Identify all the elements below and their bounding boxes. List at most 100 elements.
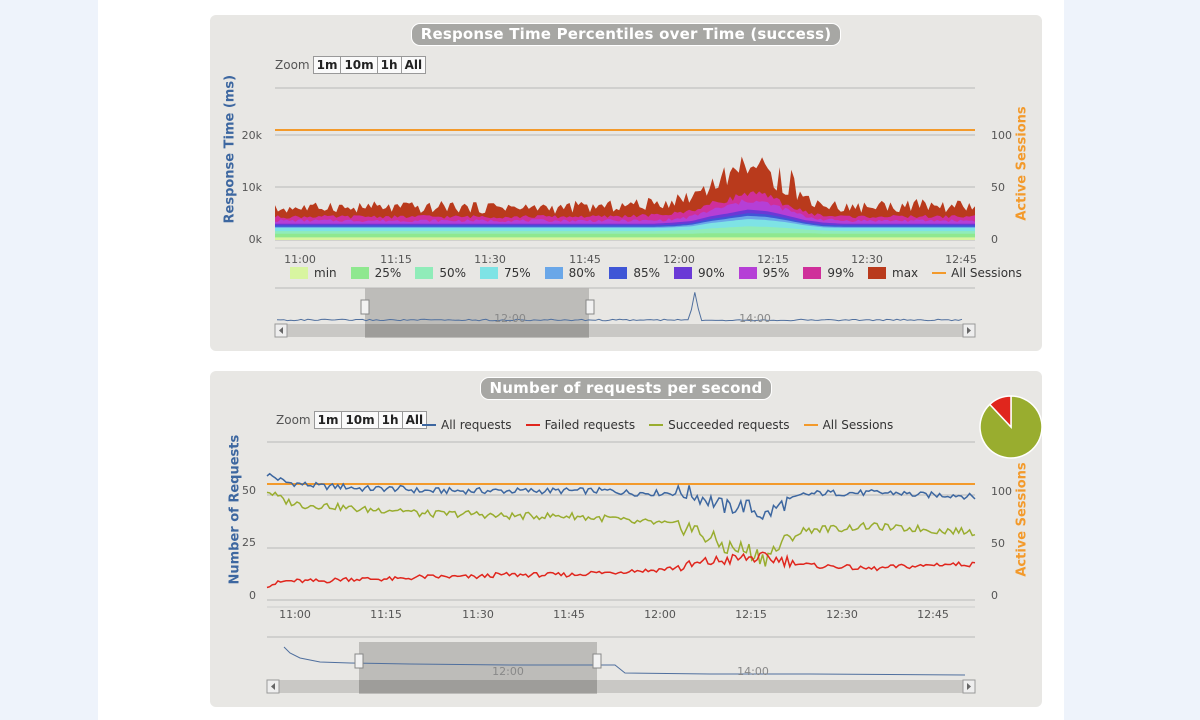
legend-swatch-p99 [803,267,822,279]
navigator-right-handle[interactable] [592,653,602,669]
legend-all-requests[interactable]: All requests [422,418,512,432]
legend-swatch-p95 [738,267,757,279]
zoom-label: Zoom [276,413,311,427]
sessions-y2-label-2: Active Sessions [1014,462,1030,577]
navigator-tick-1200: 12:00 [494,312,526,325]
zoom-10m-button[interactable]: 10m [340,56,378,74]
x-tick-1200: 12:00 [644,608,676,621]
legend-label: max [892,266,919,280]
legend-swatch-p25 [350,267,369,279]
legend-swatch-min [290,267,308,279]
requests-title: Number of requests per second [479,377,773,400]
failed-requests-line [266,551,976,589]
arrow-left-icon [271,683,275,690]
legend-p90[interactable]: 90% [674,266,725,280]
zoom-1h-button[interactable]: 1h [377,411,403,429]
x-tick-1100: 11:00 [284,253,316,266]
x-axis: 11:00 11:15 11:30 11:45 12:00 12:15 12:3… [275,247,977,266]
navigator-left-handle[interactable] [360,299,370,315]
sessions-y2-label-1: Active Sessions [1014,106,1030,221]
legend-p85[interactable]: 85% [609,266,660,280]
pie-slice-failed [988,395,1012,429]
legend-swatch-p75 [479,267,498,279]
zoom-controls: Zoom 1m 10m 1h All [276,411,428,429]
legend-line-all [422,424,436,426]
x-tick-1145: 11:45 [553,608,585,621]
y2-tick-0: 0 [991,589,998,602]
arrow-right-icon [967,327,971,334]
zoom-1h-button[interactable]: 1h [376,56,402,74]
legend-label: min [314,266,337,280]
navigator-tick-1400: 14:00 [739,312,771,325]
y2-tick-0: 0 [991,233,998,246]
legend-swatch-p85 [609,267,628,279]
zoom-all-button[interactable]: All [401,411,428,429]
y-tick-25: 25 [242,536,256,549]
legend-label: 25% [374,266,402,280]
x-tick-1245: 12:45 [945,253,977,266]
legend-p95[interactable]: 95% [738,266,790,280]
legend-line-sessions [803,424,818,426]
response-time-y-label: Response Time (ms) [222,74,238,224]
legend-label: 99% [827,266,855,280]
legend-line-failed [525,424,540,426]
x-tick-1130: 11:30 [462,608,494,621]
success-failure-pie [979,395,1042,459]
legend-all-sessions[interactable]: All Sessions [932,266,1022,280]
legend-swatch-p80 [544,267,563,279]
x-tick-1145: 11:45 [569,253,601,266]
legend-failed[interactable]: Failed requests [525,418,636,432]
y2-tick-50: 50 [991,181,1005,194]
x-tick-1200: 12:00 [663,253,695,266]
legend-label: 75% [503,266,531,280]
legend-p25[interactable]: 25% [350,266,402,280]
y-tick-50: 50 [242,484,256,497]
legend-p50[interactable]: 50% [415,266,466,280]
legend-all-sessions[interactable]: All Sessions [803,418,893,432]
legend-label: All requests [441,418,512,432]
legend-p80[interactable]: 80% [544,266,596,280]
navigator-right-handle[interactable] [585,299,595,315]
legend-p99[interactable]: 99% [803,266,854,280]
y2-tick-50: 50 [991,537,1005,550]
x-tick-1230: 12:30 [851,253,883,266]
legend-p75[interactable]: 75% [479,266,531,280]
legend-label: 95% [762,266,790,280]
percentile-areas [275,156,975,240]
legend-label: 50% [439,266,466,280]
legend-line-succeeded [649,424,664,426]
legend-max[interactable]: max [868,266,918,280]
x-tick-1115: 11:15 [370,608,402,621]
navigator-tick-1400: 14:00 [737,665,769,678]
zoom-all-button[interactable]: All [400,56,427,74]
y2-tick-100: 100 [991,129,1012,142]
legend-min[interactable]: min [290,266,337,280]
legend-succeeded[interactable]: Succeeded requests [649,418,790,432]
all-requests-line [266,472,976,521]
scrollbar-thumb[interactable] [365,324,589,337]
legend-label: All Sessions [951,266,1022,280]
legend-line-sessions [932,272,947,274]
legend-swatch-p90 [674,267,692,279]
response-time-chart: 20k 10k 0k 100 50 0 11:00 11:15 11:30 11… [242,87,1012,338]
navigator-series [283,646,966,676]
x-tick-1230: 12:30 [826,608,858,621]
y-tick-0: 0 [249,589,256,602]
response-time-panel: Response Time Percentiles over Time (suc… [210,15,1042,351]
legend-label: 80% [568,266,596,280]
navigator-left-handle[interactable] [354,653,364,669]
navigator-series [276,292,963,322]
zoom-1m-button[interactable]: 1m [313,411,343,429]
legend-label: Failed requests [544,418,636,432]
zoom-1m-button[interactable]: 1m [312,56,342,74]
y-tick-20k: 20k [242,129,263,142]
requests-chart: 50 25 0 100 50 0 11:00 11:15 11:30 11:45… [242,395,1042,694]
scrollbar-thumb[interactable] [359,680,597,693]
arrow-right-icon [967,683,971,690]
legend-swatch-p50 [415,267,434,279]
succeeded-requests-line [266,491,976,567]
navigator-tick-1200: 12:00 [492,665,524,678]
x-tick-1130: 11:30 [474,253,506,266]
x-tick-1115: 11:15 [380,253,412,266]
y-tick-10k: 10k [242,181,263,194]
